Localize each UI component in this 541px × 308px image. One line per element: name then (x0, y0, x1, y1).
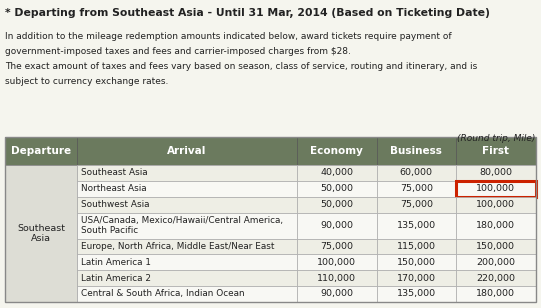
Text: In addition to the mileage redemption amounts indicated below, award tickets req: In addition to the mileage redemption am… (5, 32, 452, 41)
Bar (297, 254, 377, 270)
Text: USA/Canada, Mexico/Hawaii/Central America,
South Pacific: USA/Canada, Mexico/Hawaii/Central Americ… (81, 216, 283, 235)
Bar (77, 270, 297, 286)
Text: Departure: Departure (11, 146, 71, 156)
Text: Arrival: Arrival (167, 146, 207, 156)
Bar (377, 137, 456, 165)
Text: 135,000: 135,000 (397, 290, 436, 298)
Text: Central & South Africa, Indian Ocean: Central & South Africa, Indian Ocean (81, 290, 245, 298)
Bar (377, 197, 456, 213)
Bar (456, 197, 536, 213)
Text: 75,000: 75,000 (400, 200, 433, 209)
Bar (456, 239, 536, 254)
Bar (297, 181, 377, 197)
Text: subject to currency exchange rates.: subject to currency exchange rates. (5, 77, 169, 86)
Bar (77, 137, 297, 165)
Text: 170,000: 170,000 (397, 274, 436, 283)
Text: Europe, North Africa, Middle East/Near East: Europe, North Africa, Middle East/Near E… (81, 242, 275, 251)
Text: 135,000: 135,000 (397, 221, 436, 230)
Text: * Departing from Southeast Asia - Until 31 Mar, 2014 (Based on Ticketing Date): * Departing from Southeast Asia - Until … (5, 8, 490, 18)
Bar (377, 270, 456, 286)
Bar (456, 165, 536, 181)
Bar (377, 254, 456, 270)
Bar (456, 137, 536, 165)
Bar (377, 213, 456, 239)
Bar (377, 181, 456, 197)
Bar (77, 181, 297, 197)
Bar (377, 286, 456, 302)
Text: Business: Business (391, 146, 442, 156)
Text: 75,000: 75,000 (400, 184, 433, 193)
Text: First: First (483, 146, 509, 156)
Text: The exact amount of taxes and fees vary based on season, class of service, routi: The exact amount of taxes and fees vary … (5, 62, 478, 71)
Text: 180,000: 180,000 (476, 221, 516, 230)
Bar (297, 137, 377, 165)
Bar (456, 270, 536, 286)
Text: Southwest Asia: Southwest Asia (81, 200, 150, 209)
Bar (377, 239, 456, 254)
Bar (297, 165, 377, 181)
Text: government-imposed taxes and fees and carrier-imposed charges from $28.: government-imposed taxes and fees and ca… (5, 47, 351, 56)
Bar (77, 286, 297, 302)
Bar (297, 197, 377, 213)
Bar (456, 286, 536, 302)
Bar (5, 137, 77, 165)
Bar (77, 239, 297, 254)
Text: 50,000: 50,000 (320, 184, 353, 193)
Text: Southeast Asia: Southeast Asia (81, 168, 148, 177)
Bar (297, 286, 377, 302)
Bar (297, 270, 377, 286)
Text: 80,000: 80,000 (479, 168, 512, 177)
Text: 100,000: 100,000 (317, 258, 357, 267)
Bar (77, 213, 297, 239)
Text: 75,000: 75,000 (320, 242, 353, 251)
Text: 150,000: 150,000 (397, 258, 436, 267)
Text: 220,000: 220,000 (476, 274, 516, 283)
Bar (77, 165, 297, 181)
Text: Southeast
Asia: Southeast Asia (17, 224, 65, 243)
Bar (456, 254, 536, 270)
Text: 200,000: 200,000 (476, 258, 516, 267)
Text: 50,000: 50,000 (320, 200, 353, 209)
Bar (5, 165, 77, 302)
Text: 40,000: 40,000 (320, 168, 353, 177)
Text: 180,000: 180,000 (476, 290, 516, 298)
Bar (77, 197, 297, 213)
Text: 115,000: 115,000 (397, 242, 436, 251)
Text: 60,000: 60,000 (400, 168, 433, 177)
Bar (456, 181, 536, 197)
Text: Latin America 1: Latin America 1 (81, 258, 151, 267)
Text: (Round trip, Mile): (Round trip, Mile) (457, 134, 536, 143)
Bar (297, 239, 377, 254)
Text: 90,000: 90,000 (320, 290, 353, 298)
Text: 150,000: 150,000 (476, 242, 516, 251)
Text: 110,000: 110,000 (317, 274, 357, 283)
Text: 90,000: 90,000 (320, 221, 353, 230)
Bar (77, 254, 297, 270)
Text: Northeast Asia: Northeast Asia (81, 184, 147, 193)
Bar (456, 213, 536, 239)
Text: Economy: Economy (311, 146, 363, 156)
Text: 100,000: 100,000 (476, 184, 516, 193)
Text: 100,000: 100,000 (476, 200, 516, 209)
Text: Latin America 2: Latin America 2 (81, 274, 151, 283)
Bar (377, 165, 456, 181)
Bar (297, 213, 377, 239)
